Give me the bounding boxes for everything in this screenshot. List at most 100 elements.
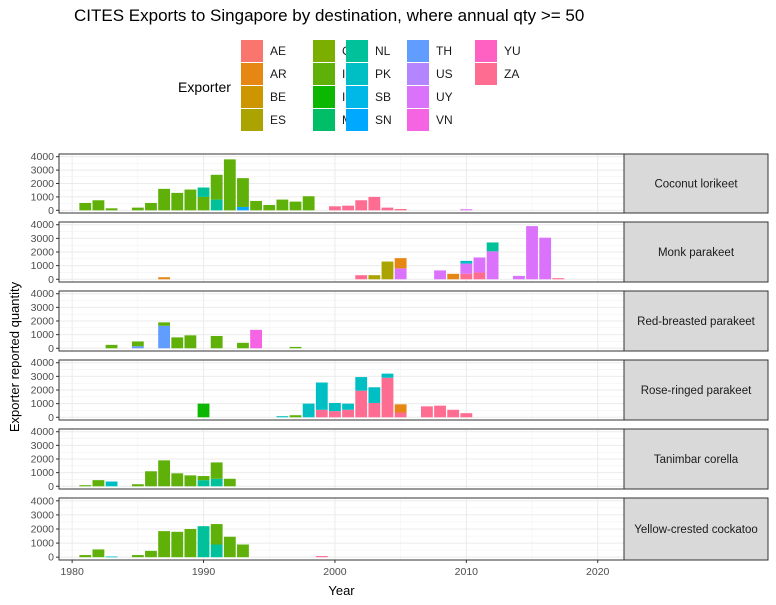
y-tick-label: 3000 [31,302,55,314]
x-tick-label: 1980 [60,566,84,578]
bar-segment [197,403,210,418]
bar-segment [381,373,394,378]
bar-segment [276,416,289,418]
facet-label: Coconut lorikeet [654,179,738,191]
bar-segment [381,261,394,280]
bar-segment [197,480,210,487]
bar-segment [355,275,368,280]
legend-key-za [475,63,497,85]
bar-segment [237,544,249,558]
y-tick-label: 3000 [31,233,55,245]
bar-segment [184,529,197,558]
bar-segment [368,196,381,211]
bar-segment [434,405,446,418]
facet-strip [623,221,769,283]
bar-segment [381,207,394,211]
bar-segment [355,377,368,391]
legend-key-ae [241,40,263,62]
bar-segment [512,275,525,280]
bar-segment [394,268,407,280]
y-tick-label: 3000 [31,509,55,521]
bar-segment [158,322,171,326]
facet-label: Monk parakeet [658,247,735,259]
legend-key-my [313,109,335,131]
bar-segment [197,196,210,211]
legend-key-sn [346,109,368,131]
y-tick-label: 0 [48,481,54,493]
y-tick-label: 1000 [31,191,55,203]
bar-segment [368,402,381,418]
legend-title: Exporter [178,79,231,95]
bar-segment [158,188,171,211]
y-tick-label: 3000 [31,440,55,452]
bar-segment [420,406,433,418]
y-tick-label: 2000 [31,524,55,536]
legend-key-es [241,109,263,131]
legend-label: NL [375,44,391,58]
bar-segment [210,174,223,200]
legend-label: ZA [504,67,520,81]
legend-label: PK [375,67,392,81]
legend-label: VN [436,113,453,127]
bar-segment [158,460,171,487]
y-tick-label: 1000 [31,398,55,410]
y-tick-label: 4000 [31,495,55,507]
y-tick-label: 2000 [31,454,55,466]
bar-segment [250,329,263,349]
legend-key-be [241,86,263,108]
y-tick-label: 0 [48,412,54,424]
x-tick-label: 2010 [455,566,479,578]
bar-segment [223,478,236,487]
facet-label: Yellow-crested cockatoo [634,524,758,536]
bar-segment [355,390,368,418]
y-tick-label: 2000 [31,385,55,397]
bar-segment [447,409,460,418]
bar-segment [184,475,197,487]
bar-segment [329,411,341,418]
bar-segment [329,206,341,211]
bar-segment [145,550,157,558]
x-tick-label: 2020 [586,566,610,578]
y-tick-label: 1000 [31,329,55,341]
y-tick-label: 4000 [31,151,55,163]
chart-title: CITES Exports to Singapore by destinatio… [74,6,585,25]
legend-label: UY [436,90,453,104]
facet-label: Tanimbar corella [654,454,739,466]
bar-segment [158,325,171,349]
legend-key-uy [407,86,429,108]
y-tick-label: 0 [48,552,54,564]
bar-segment [237,206,249,211]
facet-strip [623,428,769,490]
x-tick-label: 2000 [323,566,347,578]
bar-segment [460,413,473,418]
y-tick-label: 0 [48,343,54,355]
bar-segment [131,555,144,558]
bar-segment [197,476,210,481]
bar-segment [131,346,144,349]
bar-segment [145,202,157,211]
legend-label: TH [436,44,452,58]
bar-segment [79,485,92,487]
bar-segment [171,337,184,349]
bar-segment [460,273,473,280]
bar-segment [381,377,394,418]
y-tick-label: 4000 [31,426,55,438]
legend-label: US [436,67,453,81]
facet-strip [623,290,769,352]
bar-segment [92,200,105,211]
bar-segment [105,208,118,211]
y-tick-label: 0 [48,205,54,217]
bar-segment [434,270,446,280]
bar-segment [250,200,263,211]
bar-segment [171,192,184,211]
bar-segment [315,409,328,418]
bar-segment [342,205,354,211]
bar-segment [315,382,328,410]
bar-segment [342,409,354,418]
legend-key-nl [346,40,368,62]
bar-segment [552,278,565,280]
bar-segment [197,187,210,197]
bar-segment [79,202,92,211]
bar-segment [539,237,552,280]
